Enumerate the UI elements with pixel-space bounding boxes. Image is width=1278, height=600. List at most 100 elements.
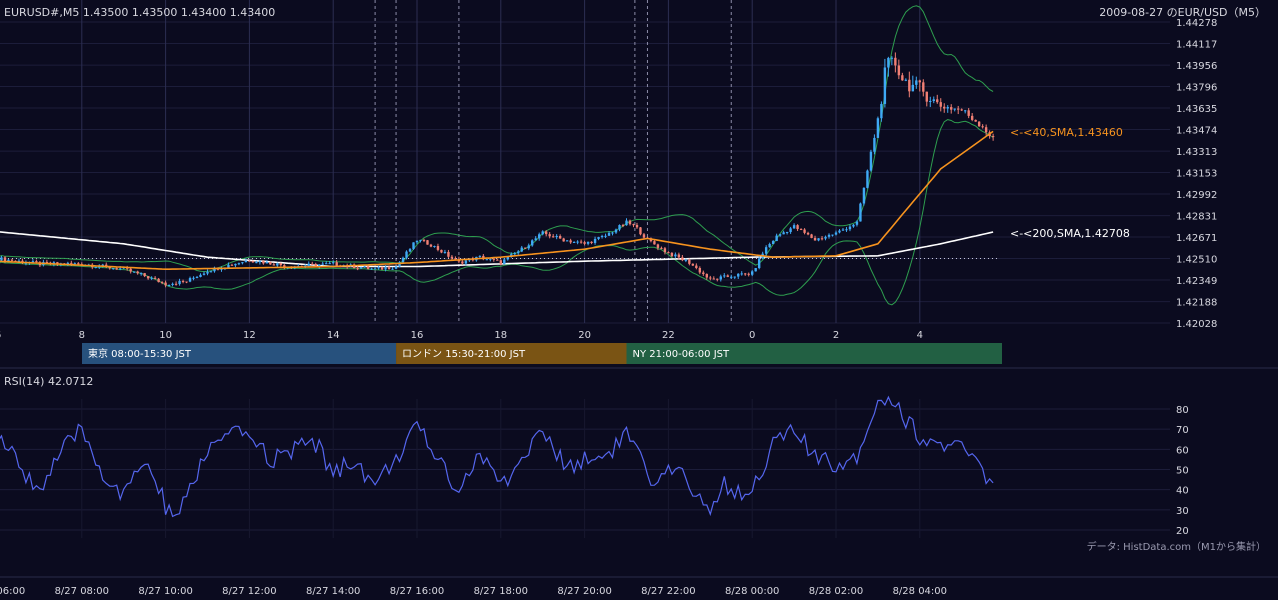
candle-body — [7, 259, 10, 262]
bottom-time-axis: 8/27 06:00 8/27 08:00 8/27 10:00 8/27 12:00… — [0, 586, 947, 597]
candle-body — [56, 262, 59, 265]
candle-body — [918, 80, 921, 83]
candle-body — [325, 263, 328, 265]
candle-body — [181, 280, 185, 282]
candle-body — [506, 256, 509, 260]
candle-body — [213, 267, 216, 272]
price-tick-label: 1.43956 — [1176, 61, 1217, 72]
candle-body — [611, 232, 614, 234]
candle-body — [792, 225, 796, 229]
session-label: ロンドン 15:30-21:00 JST — [402, 349, 526, 360]
rsi-tick-label: 70 — [1176, 425, 1189, 436]
candle-body — [932, 99, 935, 102]
candle-body — [600, 235, 604, 238]
candle-body — [737, 273, 740, 277]
candle-body — [373, 268, 377, 270]
candle-body — [262, 261, 265, 264]
price-tick-label: 1.42831 — [1176, 212, 1217, 223]
candle-body — [754, 268, 757, 272]
candle-body — [625, 220, 628, 226]
candle-body — [677, 254, 681, 258]
candle-body — [419, 239, 422, 241]
candle-body — [115, 268, 118, 270]
sma40-label: <-<40,SMA,1.43460 — [1010, 126, 1123, 139]
candle-body — [845, 229, 848, 231]
candle-body — [167, 284, 171, 286]
source-note: データ: HistData.com（M1から集計） — [1087, 540, 1266, 553]
candle-body — [946, 107, 949, 109]
candle-body — [813, 237, 817, 241]
candle-body — [489, 258, 492, 260]
candle-body — [576, 241, 579, 243]
candle-body — [160, 282, 164, 284]
candle-body — [139, 273, 143, 275]
candle-body — [981, 126, 984, 128]
bottom-time-label: 8/28 00:00 — [725, 586, 779, 597]
candle-body — [642, 234, 646, 238]
candle-body — [775, 235, 778, 242]
candle-body — [429, 244, 433, 247]
candle-body — [178, 280, 181, 285]
candle-body — [607, 233, 611, 236]
candle-body — [943, 106, 946, 109]
candle-body — [544, 231, 548, 235]
candle-body — [447, 251, 450, 257]
candle-body — [335, 262, 338, 266]
candle-body — [901, 75, 904, 81]
bollinger-lower-line — [0, 119, 994, 306]
rsi-axis-ticks: 80 70 60 50 40 30 20 — [1176, 405, 1189, 537]
candle-body — [129, 268, 132, 272]
candle-body — [904, 79, 908, 81]
candle-body — [174, 283, 178, 285]
candle-body — [894, 57, 897, 66]
sma40-path — [0, 130, 994, 270]
candle-body — [272, 264, 276, 266]
candle-body — [248, 260, 251, 262]
candle-body — [524, 247, 527, 249]
candle-body — [569, 240, 572, 243]
candle-body — [967, 110, 970, 116]
candle-body — [939, 102, 942, 107]
candle-body — [132, 271, 136, 273]
candle-body — [897, 65, 901, 76]
candle-body — [503, 259, 506, 265]
candle-body — [936, 99, 939, 103]
candle-body — [412, 242, 415, 250]
candle-body — [356, 268, 359, 270]
candle-body — [332, 262, 335, 264]
candle-body — [192, 277, 195, 279]
candle-body — [747, 273, 750, 275]
candle-body — [45, 261, 49, 263]
candle-body — [94, 266, 97, 268]
candle-body — [977, 121, 981, 127]
candle-body — [621, 225, 625, 227]
time-tick-label: 2 — [833, 330, 839, 341]
candle-body — [551, 236, 555, 238]
candle-body — [461, 261, 464, 264]
candle-body — [3, 257, 7, 262]
time-vlines — [81, 0, 921, 323]
bottom-time-label: 8/27 22:00 — [641, 586, 695, 597]
time-tick-label: 8 — [79, 330, 85, 341]
candle-body — [199, 274, 202, 277]
time-tick-label: 18 — [494, 330, 507, 341]
candle-body — [709, 277, 712, 279]
candle-body — [957, 108, 960, 110]
candle-body — [653, 241, 656, 245]
candle-body — [485, 259, 489, 261]
candle-body — [639, 227, 642, 235]
candle-body — [827, 234, 831, 237]
price-tick-label: 1.43153 — [1176, 169, 1217, 180]
candle-body — [590, 241, 593, 243]
price-tick-label: 1.43635 — [1176, 104, 1217, 115]
candle-body — [820, 238, 824, 240]
candle-body — [492, 258, 496, 260]
candle-body — [209, 271, 213, 273]
candle-body — [744, 273, 747, 275]
candle-body — [887, 57, 890, 68]
candle-body — [401, 257, 405, 263]
candle-body — [852, 224, 855, 227]
candle-body — [572, 241, 576, 243]
time-tick-label: 14 — [327, 330, 340, 341]
